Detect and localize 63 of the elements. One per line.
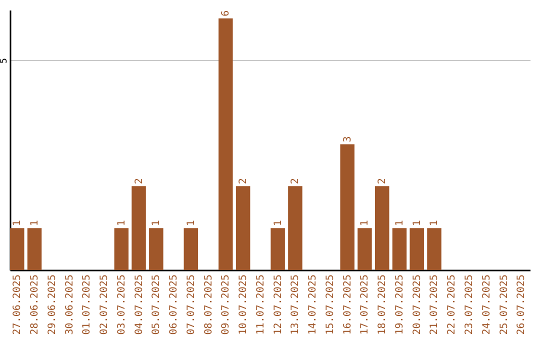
- bar: [132, 186, 146, 270]
- x-tick-label: 30.06.2025: [64, 274, 76, 335]
- bar: [10, 228, 24, 270]
- data-label: 2: [377, 178, 388, 184]
- x-tick-label: 20.07.2025: [412, 274, 423, 335]
- x-tick-label: 19.07.2025: [394, 274, 406, 335]
- x-tick-label: 17.07.2025: [360, 274, 371, 335]
- bar: [149, 228, 164, 270]
- x-tick-label: 27.06.2025: [12, 274, 24, 335]
- x-tick-label: 13.07.2025: [290, 274, 302, 335]
- data-label: 1: [12, 220, 24, 226]
- x-tick-label: 10.07.2025: [238, 274, 250, 335]
- x-tick-label: 24.07.2025: [481, 274, 492, 335]
- x-tick-label: 15.07.2025: [324, 274, 336, 335]
- bar: [236, 186, 250, 270]
- x-tick-label: 08.07.2025: [203, 274, 214, 335]
- x-tick-label: 04.07.2025: [134, 274, 145, 335]
- x-tick-label: 12.07.2025: [272, 274, 284, 335]
- data-label: 1: [186, 220, 197, 226]
- x-tick-label: 09.07.2025: [220, 274, 232, 335]
- bar: [27, 228, 42, 270]
- data-label: 1: [272, 220, 284, 226]
- x-tick-label: 18.07.2025: [377, 274, 388, 335]
- bar: [410, 228, 424, 270]
- x-tick-label: 21.07.2025: [429, 274, 440, 335]
- x-tick-label: 03.07.2025: [116, 274, 128, 335]
- x-tick-label: 01.07.2025: [82, 274, 93, 335]
- bar: [340, 144, 354, 270]
- data-label: 1: [394, 220, 406, 226]
- data-label: 3: [342, 136, 354, 142]
- x-tick-label: 07.07.2025: [186, 274, 197, 335]
- data-label: 1: [429, 220, 440, 226]
- bar: [184, 228, 198, 270]
- data-label: 2: [134, 178, 145, 184]
- data-label: 1: [151, 220, 162, 226]
- bar: [358, 228, 372, 270]
- x-tick-label: 02.07.2025: [99, 274, 110, 335]
- x-tick-label: 16.07.2025: [342, 274, 354, 335]
- data-label: 2: [238, 178, 250, 184]
- x-tick-label: 06.07.2025: [168, 274, 180, 335]
- x-tick-label: 05.07.2025: [151, 274, 162, 335]
- bar: [374, 186, 390, 270]
- x-tick-label: 23.07.2025: [464, 274, 475, 335]
- bar: [392, 228, 407, 270]
- data-label: 2: [290, 178, 302, 184]
- x-tick-label: 22.07.2025: [446, 274, 458, 335]
- bar: [288, 186, 302, 270]
- x-tick-label: 11.07.2025: [255, 274, 266, 335]
- data-label: 1: [360, 220, 371, 226]
- data-label: 1: [30, 220, 41, 226]
- bar: [114, 228, 129, 270]
- x-tick-label: 26.07.2025: [516, 274, 528, 335]
- x-tick-label: 29.06.2025: [46, 274, 58, 335]
- x-tick-label: 14.07.2025: [308, 274, 319, 335]
- x-tick-label: 25.07.2025: [498, 274, 510, 335]
- bar: [270, 228, 285, 270]
- data-label: 1: [116, 220, 128, 226]
- bar: [427, 228, 442, 270]
- data-label: 6: [220, 10, 232, 16]
- bar: [218, 18, 233, 270]
- x-tick-label: 28.06.2025: [30, 274, 41, 335]
- data-label: 1: [412, 220, 423, 226]
- y-tick-label: 5: [0, 58, 10, 64]
